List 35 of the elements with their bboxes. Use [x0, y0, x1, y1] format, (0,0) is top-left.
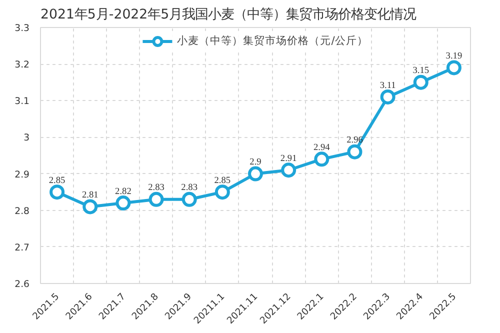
data-label: 2.83 [148, 183, 165, 194]
point [214, 184, 230, 200]
point [446, 60, 462, 76]
data-label: 2.91 [280, 154, 298, 164]
y-tick-label: 2.8 [14, 206, 30, 217]
point [347, 144, 362, 160]
data-label: 2.81 [82, 190, 99, 201]
y-tick-label: 3.1 [14, 96, 30, 108]
point [82, 199, 98, 214]
chart-title: 2021年5月-2022年5月我国小麦（中等）集贸市场价格变化情况 [40, 8, 416, 22]
y-tick-label: 3.3 [14, 23, 30, 34]
y-tick-label: 2.7 [14, 242, 30, 254]
point [50, 184, 65, 200]
y-tick-label: 2.6 [14, 279, 30, 290]
data-label: 2.85 [214, 176, 231, 186]
data-label: 2.94 [313, 143, 330, 154]
data-label: 2.82 [115, 186, 132, 197]
legend-label: 小麦（中等）集贸市场价格（元/公斤） [177, 34, 368, 48]
point [413, 74, 428, 90]
data-label: 3.11 [380, 80, 396, 91]
point [148, 192, 164, 207]
data-label: 3.15 [412, 66, 430, 76]
data-label: 2.83 [181, 183, 198, 194]
point [248, 166, 263, 182]
data-label: 2.9 [250, 158, 262, 168]
y-tick-label: 3 [24, 132, 30, 144]
point [314, 152, 330, 167]
point [281, 162, 296, 178]
data-label: 3.19 [446, 52, 462, 62]
point [380, 90, 396, 104]
point [182, 192, 197, 207]
y-tick-label: 2.9 [14, 169, 30, 180]
y-tick-label: 3.2 [14, 60, 30, 71]
point [116, 196, 131, 211]
data-label: 2.85 [48, 176, 66, 186]
